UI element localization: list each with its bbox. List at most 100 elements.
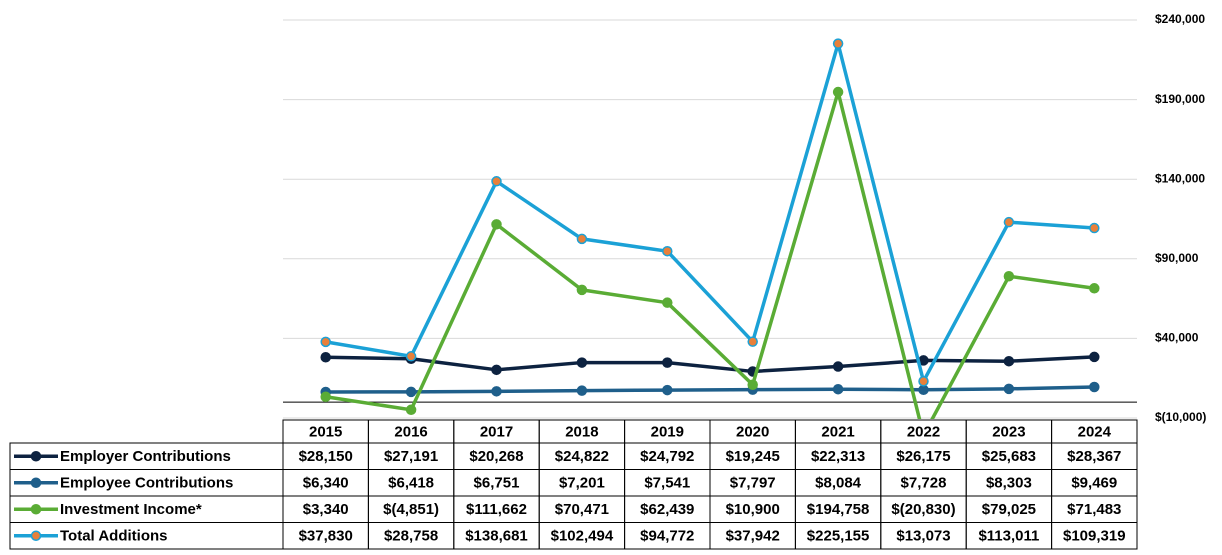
data-point xyxy=(576,284,588,296)
data-point xyxy=(576,357,588,368)
legend-label: Employee Contributions xyxy=(60,475,233,492)
table-cell xyxy=(1051,522,1138,550)
data-point xyxy=(832,361,844,372)
x-tick-label: 2022 xyxy=(907,423,940,440)
data-point xyxy=(491,364,502,376)
x-tick-label: 2016 xyxy=(394,423,427,440)
y-tick-label: $(10,000) xyxy=(1155,410,1206,424)
data-point xyxy=(918,376,929,387)
table-value: $8,084 xyxy=(815,475,862,492)
table-value: $28,367 xyxy=(1067,448,1121,465)
table-value: $37,942 xyxy=(726,528,780,545)
legend-marker xyxy=(30,477,42,488)
table-value: $7,728 xyxy=(901,475,947,492)
legend-marker xyxy=(30,451,42,462)
data-point xyxy=(491,386,502,397)
series-line xyxy=(325,90,1095,419)
data-point xyxy=(918,384,929,396)
table-value: $79,025 xyxy=(982,501,1036,518)
legend-label: Investment Income* xyxy=(60,501,202,518)
table-value: $138,681 xyxy=(465,528,528,545)
x-tick-label: 2021 xyxy=(821,423,854,440)
table-value: $37,830 xyxy=(299,528,353,545)
data-point xyxy=(1089,283,1100,294)
y-tick-label: $40,000 xyxy=(1155,331,1199,345)
table-value: $28,150 xyxy=(299,448,353,465)
data-point xyxy=(320,391,331,403)
y-tick-label: $140,000 xyxy=(1155,171,1205,185)
data-point xyxy=(662,384,673,396)
table-value: $9,469 xyxy=(1071,475,1117,492)
table-value: $7,797 xyxy=(730,475,776,492)
table-value: $(20,830) xyxy=(891,501,955,518)
data-point xyxy=(576,233,588,245)
table-value: $7,201 xyxy=(559,475,605,492)
data-point xyxy=(832,38,844,49)
x-tick-label: 2020 xyxy=(736,423,769,440)
series-line xyxy=(325,355,1095,374)
table-value: $194,758 xyxy=(807,501,870,518)
data-point xyxy=(1003,216,1015,228)
data-point xyxy=(405,351,417,362)
legend-label: Total Additions xyxy=(60,528,167,545)
table-value: $13,073 xyxy=(896,528,950,545)
table-value: $94,772 xyxy=(640,528,694,545)
data-point xyxy=(576,385,588,396)
series-line xyxy=(325,41,1095,384)
data-point xyxy=(747,336,758,347)
table-value: $28,758 xyxy=(384,528,438,545)
legend-marker xyxy=(30,504,42,515)
data-point xyxy=(662,357,673,368)
table-value: $20,268 xyxy=(469,448,523,465)
data-point xyxy=(491,219,502,230)
table-value: $8,303 xyxy=(986,475,1032,492)
data-point xyxy=(320,352,331,363)
data-point xyxy=(747,379,758,390)
table-value: $6,751 xyxy=(474,475,520,492)
table-value: $113,011 xyxy=(978,528,1039,545)
table-value: $25,683 xyxy=(982,448,1036,465)
series-line xyxy=(325,385,1095,394)
data-point xyxy=(491,176,502,187)
x-tick-label: 2024 xyxy=(1078,423,1112,440)
table-value: $109,319 xyxy=(1063,528,1126,545)
data-point xyxy=(832,86,844,98)
table-value: $6,418 xyxy=(388,475,434,492)
data-point xyxy=(1089,351,1100,363)
table-value: $62,439 xyxy=(640,501,694,518)
table-value: $102,494 xyxy=(551,528,614,545)
legend-marker xyxy=(30,530,42,541)
data-point xyxy=(1003,355,1015,367)
table-value: $22,313 xyxy=(811,448,865,465)
data-point xyxy=(320,336,331,348)
x-tick-label: 2023 xyxy=(992,423,1025,440)
table-value: $27,191 xyxy=(384,448,438,465)
table-value: $19,245 xyxy=(726,448,780,465)
table-value: $71,483 xyxy=(1067,501,1121,518)
x-tick-label: 2017 xyxy=(480,423,513,440)
data-point xyxy=(1089,222,1100,234)
table-value: $3,340 xyxy=(303,501,349,518)
data-point xyxy=(405,404,417,416)
y-tick-label: $240,000 xyxy=(1155,12,1205,26)
y-tick-label: $90,000 xyxy=(1155,251,1199,265)
data-point xyxy=(1003,271,1015,282)
table-value: $10,900 xyxy=(726,501,780,518)
data-point xyxy=(405,386,417,398)
table-value: $6,340 xyxy=(303,475,349,492)
data-point xyxy=(1003,383,1015,395)
table-value: $26,175 xyxy=(896,448,950,465)
data-point xyxy=(1089,381,1100,393)
table-value: $225,155 xyxy=(807,528,870,545)
table-value: $24,792 xyxy=(640,448,694,465)
table-value: $70,471 xyxy=(555,501,609,518)
table-value: $(4,851) xyxy=(383,501,439,518)
x-tick-label: 2015 xyxy=(309,423,342,440)
legend-label: Employer Contributions xyxy=(60,448,231,465)
table-value: $111,662 xyxy=(466,501,527,518)
x-tick-label: 2018 xyxy=(565,423,598,440)
table-value: $24,822 xyxy=(555,448,609,465)
table-value: $7,541 xyxy=(644,475,690,492)
